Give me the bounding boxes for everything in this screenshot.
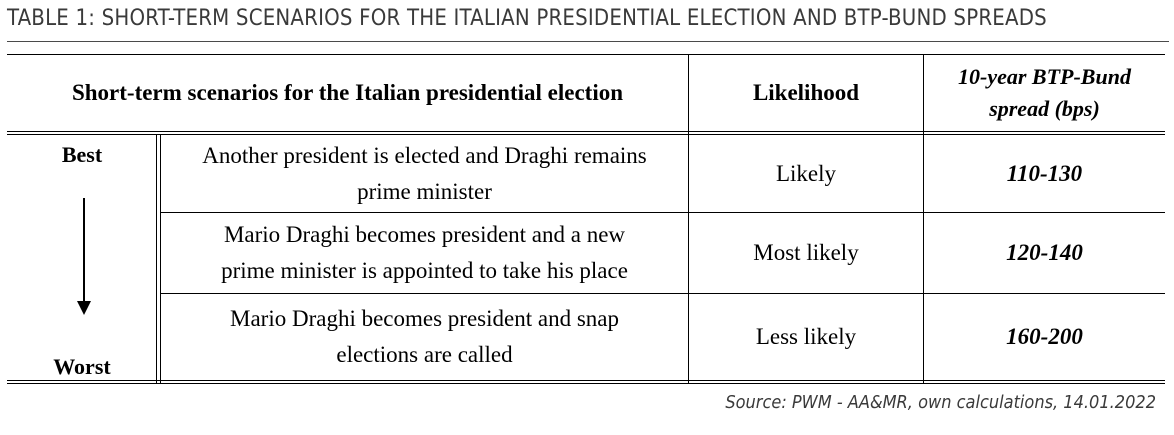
table-row-spread: 110-130 — [1006, 160, 1083, 186]
table-row-spread: 120-140 — [1006, 240, 1083, 265]
scenario-line1: Mario Draghi becomes president and snap — [230, 306, 619, 331]
scenario-line1: Mario Draghi becomes president and a new — [223, 222, 626, 247]
header-bottom-border — [7, 131, 1165, 132]
header-spread-line1: 10-year BTP-Bund — [958, 64, 1131, 89]
table-row-scenario: Mario Draghi becomes president and snap … — [161, 294, 688, 380]
table-row-likelihood: Likely — [775, 160, 837, 186]
row-divider — [160, 212, 1165, 213]
header-spread-line2: spread (bps) — [989, 96, 1100, 121]
scale-column-border — [156, 134, 157, 384]
scale-column-border-double — [160, 134, 161, 384]
scale-best-label: Best — [61, 142, 103, 167]
table-row-scenario: Another president is elected and Draghi … — [161, 135, 688, 212]
table-bottom-border — [7, 380, 1165, 381]
row-divider — [160, 293, 1165, 294]
scenario-line2: prime minister — [357, 178, 492, 204]
down-arrow-icon — [77, 301, 91, 315]
spread-column-border — [923, 54, 924, 384]
scenario-line2: prime minister is appointed to take his … — [221, 258, 628, 283]
table-row-likelihood: Most likely — [753, 240, 859, 265]
header-likelihood: Likelihood — [752, 80, 860, 105]
scenario-line2: elections are called — [336, 342, 513, 367]
header-top-border — [7, 54, 1165, 55]
header-spread: 10-year BTP-Bund spread (bps) — [924, 55, 1165, 131]
scenario-line1: Another president is elected and Draghi … — [202, 142, 647, 168]
table-row-spread: 160-200 — [1006, 324, 1083, 349]
scale-worst-label: Worst — [53, 354, 111, 379]
header-bottom-border-double — [7, 134, 1165, 135]
table-title: TABLE 1: SHORT-TERM SCENARIOS FOR THE IT… — [7, 6, 1047, 31]
table-bottom-border-double — [7, 383, 1165, 384]
header-scenario: Short-term scenarios for the Italian pre… — [71, 80, 624, 105]
down-arrow-shaft — [83, 198, 85, 302]
table-row-likelihood: Less likely — [755, 324, 857, 349]
source-note: Source: PWM - AA&MR, own calculations, 1… — [725, 392, 1156, 413]
table-row-scenario: Mario Draghi becomes president and a new… — [161, 213, 688, 293]
title-divider — [7, 41, 1169, 42]
likelihood-column-border — [688, 54, 689, 384]
